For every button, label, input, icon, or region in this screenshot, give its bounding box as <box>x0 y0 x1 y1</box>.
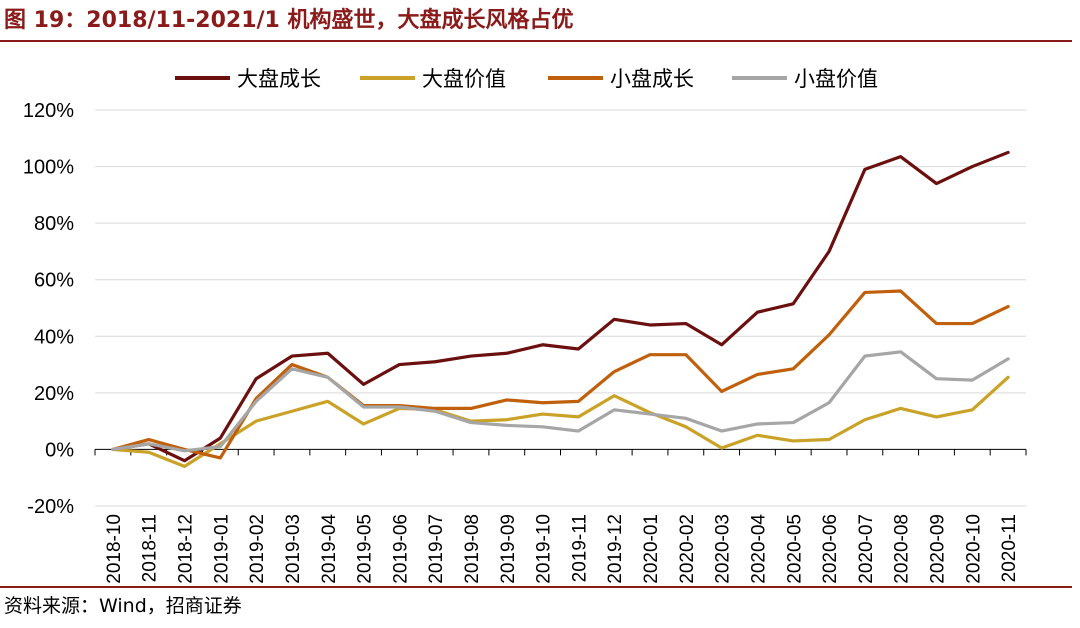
series-line <box>111 289 1010 460</box>
series-line <box>111 350 1010 453</box>
figure-title: 图 19：2018/11-2021/1 机构盛世，大盘成长风格占优 <box>4 8 574 33</box>
x-tick-label: 2020-04 <box>748 514 769 584</box>
y-tick-label: 0% <box>45 439 74 461</box>
y-tick-label: 40% <box>34 326 74 348</box>
y-tick-label: -20% <box>27 496 74 518</box>
x-tick-label: 2019-06 <box>390 514 411 584</box>
line-chart: -20% 0% 20% 40% 60% 80% 100% 120% 2018-10 2018-11… <box>23 67 1027 584</box>
y-tick-label: 100% <box>23 157 74 179</box>
source-divider <box>0 586 1072 588</box>
source-note: 资料来源：Wind，招商证券 <box>4 595 242 617</box>
x-tick-label: 2020-08 <box>892 514 913 584</box>
x-tick-label: 2019-02 <box>247 514 268 584</box>
x-tick-label: 2020-07 <box>856 514 877 584</box>
x-tick-label: 2019-05 <box>355 514 376 584</box>
legend-label: 小盘成长 <box>610 67 694 91</box>
series-line <box>111 375 1010 468</box>
y-tick-label: 120% <box>23 100 74 122</box>
x-tick-label: 2019-12 <box>605 514 626 584</box>
x-tick-label: 2019-11 <box>569 514 590 582</box>
x-tick-label: 2020-06 <box>820 514 841 584</box>
legend-label: 大盘价值 <box>422 67 506 91</box>
x-tick-label: 2020-01 <box>641 514 662 584</box>
x-tick-label: 2020-05 <box>784 514 805 584</box>
legend-label: 大盘成长 <box>237 67 321 91</box>
x-tick-label: 2020-02 <box>677 514 698 584</box>
y-tick-label: 80% <box>34 213 74 235</box>
x-tick-label: 2020-03 <box>713 514 734 584</box>
x-tick-label: 2020-09 <box>927 514 948 584</box>
x-tick-label: 2019-10 <box>534 514 555 584</box>
x-tick-label: 2019-07 <box>426 514 447 584</box>
x-tick-label: 2018-10 <box>104 514 125 584</box>
y-tick-label: 60% <box>34 270 74 292</box>
series-line <box>111 150 1010 463</box>
x-tick-label: 2020-10 <box>963 514 984 584</box>
x-tick-label: 2018-11 <box>140 514 161 582</box>
legend-label: 小盘价值 <box>794 67 878 91</box>
x-tick-label: 2019-09 <box>498 514 519 584</box>
y-tick-label: 20% <box>34 383 74 405</box>
x-tick-label: 2019-03 <box>283 514 304 584</box>
x-tick-label: 2020-11 <box>999 514 1020 582</box>
x-tick-label: 2018-12 <box>176 514 197 584</box>
x-tick-label: 2019-04 <box>319 514 340 584</box>
x-tick-label: 2019-08 <box>462 514 483 584</box>
x-tick-label: 2019-01 <box>211 514 232 584</box>
title-divider <box>0 40 1072 42</box>
